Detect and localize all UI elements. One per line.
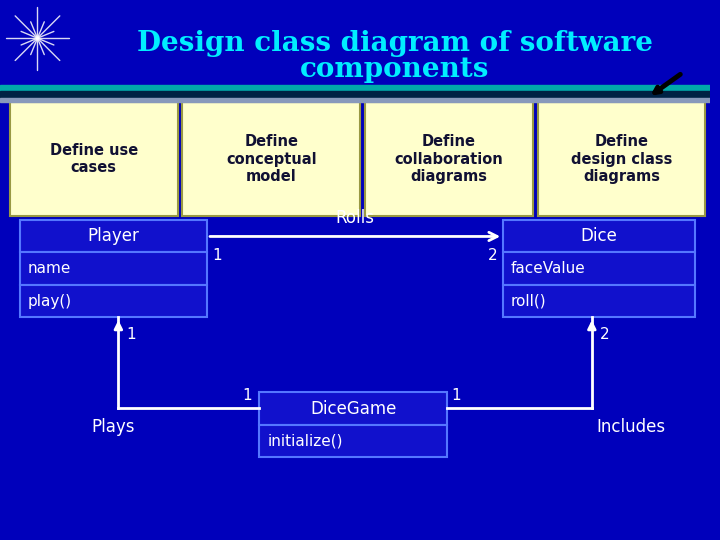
Bar <box>10 102 178 216</box>
Text: Includes: Includes <box>597 418 666 436</box>
Text: name: name <box>27 261 71 276</box>
Text: roll(): roll() <box>511 294 546 308</box>
Text: faceValue: faceValue <box>511 261 585 276</box>
Bar <box>259 393 447 425</box>
Text: 1: 1 <box>451 388 462 403</box>
Bar <box>0 98 710 102</box>
Text: DiceGame: DiceGame <box>310 400 396 417</box>
Text: 2: 2 <box>487 248 497 264</box>
Bar <box>503 220 696 252</box>
Bar <box>0 85 710 91</box>
Text: initialize(): initialize() <box>267 434 343 449</box>
Bar <box>0 91 710 98</box>
Bar <box>259 425 447 457</box>
Text: 1: 1 <box>212 248 222 264</box>
Text: Player: Player <box>88 227 140 245</box>
Text: Define
design class
diagrams: Define design class diagrams <box>571 134 672 184</box>
Bar <box>503 252 696 285</box>
Bar <box>365 102 533 216</box>
Text: Define
conceptual
model: Define conceptual model <box>226 134 317 184</box>
Text: Dice: Dice <box>581 227 618 245</box>
Text: Design class diagram of software: Design class diagram of software <box>137 30 652 57</box>
Bar <box>19 220 207 252</box>
Bar <box>538 102 706 216</box>
Text: play(): play() <box>27 294 72 308</box>
Text: 1: 1 <box>242 388 251 403</box>
Text: Plays: Plays <box>91 418 135 436</box>
Bar <box>182 102 360 216</box>
Text: 2: 2 <box>600 327 609 342</box>
Bar <box>503 285 696 318</box>
Text: Define use
cases: Define use cases <box>50 143 138 176</box>
Text: Define
collaboration
diagrams: Define collaboration diagrams <box>395 134 503 184</box>
Text: components: components <box>300 56 490 83</box>
Bar <box>19 285 207 318</box>
Bar <box>19 252 207 285</box>
Text: Rolls: Rolls <box>336 208 374 227</box>
Text: 1: 1 <box>126 327 136 342</box>
